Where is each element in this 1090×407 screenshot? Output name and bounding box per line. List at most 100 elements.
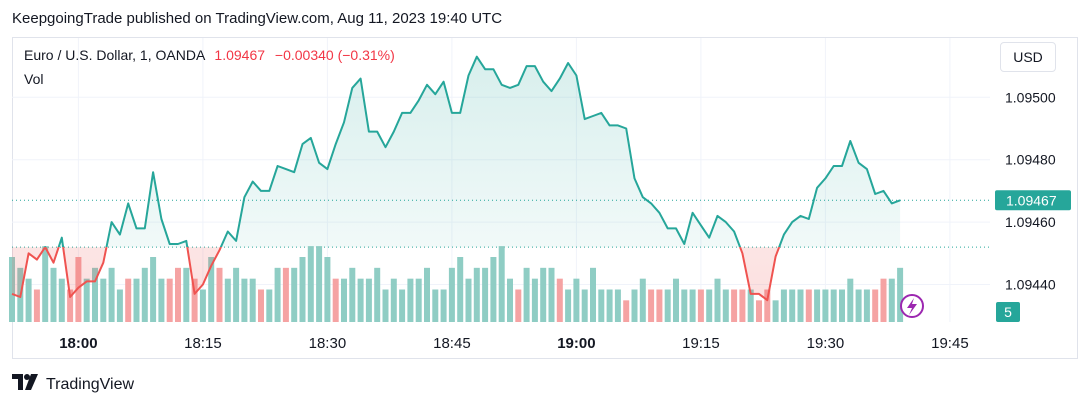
price-area: [12, 56, 901, 301]
volume-bar: [108, 267, 115, 322]
volume-bar: [789, 289, 796, 322]
volume-bar: [681, 289, 688, 322]
x-tick-label: 19:15: [682, 335, 720, 352]
volume-bar: [565, 289, 572, 322]
volume-bar: [490, 257, 497, 322]
volume-bar: [424, 267, 430, 322]
price-line: [11, 55, 901, 302]
volume-bar: [448, 267, 455, 322]
last-price-badge: 1.09467: [995, 190, 1071, 211]
volume-bar: [25, 278, 32, 322]
lightning-icon: [900, 294, 924, 318]
volume-bar: [175, 267, 181, 322]
volume-bar: [465, 278, 472, 322]
volume-bar: [814, 289, 821, 322]
price-change: −0.00340 (−0.31%): [274, 47, 395, 63]
volume-bar: [523, 267, 530, 322]
tradingview-logo-icon: [12, 374, 40, 395]
volume-bar: [365, 278, 372, 322]
chart-legend: Euro / U.S. Dollar, 1, OANDA 1.09467 −0.…: [24, 47, 395, 63]
volume-bar: [50, 267, 57, 322]
volume-bar: [382, 289, 389, 322]
currency-button[interactable]: USD: [1000, 42, 1056, 72]
x-tick-label: 19:00: [557, 335, 595, 352]
publication-header: KeepgoingTrade published on TradingView.…: [12, 10, 503, 27]
volume-bars: [9, 246, 904, 322]
volume-bar: [183, 267, 190, 322]
volume-bar: [100, 278, 107, 322]
volume-bar: [656, 289, 663, 322]
volume-bar: [332, 278, 339, 322]
volume-bar: [880, 278, 887, 322]
volume-bar: [150, 257, 157, 322]
volume-bar: [581, 289, 588, 322]
volume-bar: [58, 278, 65, 322]
volume-bar: [249, 278, 256, 322]
volume-bar: [324, 257, 331, 322]
volume-bar: [772, 300, 779, 322]
volume-bar: [374, 267, 381, 322]
volume-bar: [216, 267, 223, 322]
x-tick-label: 19:30: [807, 335, 845, 352]
volume-bar: [631, 289, 638, 322]
volume-bar: [548, 267, 555, 322]
volume-bar: [141, 267, 148, 322]
volume-bar: [440, 289, 447, 322]
volume-bar: [839, 289, 845, 322]
volume-bar: [357, 278, 364, 322]
volume-bar: [863, 289, 870, 322]
volume-bar: [747, 289, 754, 322]
volume-bar: [689, 289, 696, 322]
x-tick-label: 18:30: [309, 335, 347, 352]
volume-bar: [224, 278, 231, 322]
volume-bar: [67, 289, 74, 322]
volume-bar: [473, 267, 480, 322]
volume-bar: [590, 267, 596, 322]
volume-bar: [316, 246, 323, 322]
x-tick-label: 18:00: [59, 335, 97, 352]
volume-bar: [531, 278, 538, 322]
volume-bar: [457, 257, 464, 322]
y-tick-label: 1.09440: [1005, 277, 1056, 293]
area-above-baseline: [58, 56, 901, 248]
symbol-description: Euro / U.S. Dollar, 1, OANDA: [24, 47, 205, 63]
x-tick-label: 18:15: [184, 335, 222, 352]
volume-bar: [390, 278, 397, 322]
volume-bar: [133, 278, 140, 322]
volume-bar: [855, 289, 862, 322]
y-tick-label: 1.09460: [1005, 214, 1056, 230]
volume-bar: [606, 289, 613, 322]
volume-bar: [780, 289, 787, 322]
price-line-down: [11, 247, 781, 302]
volume-bar: [598, 289, 605, 322]
volume-bar: [756, 300, 762, 322]
volume-bar: [556, 278, 563, 322]
volume-bar: [399, 289, 406, 322]
markers: 1.09467 5: [900, 190, 1071, 322]
volume-bar: [614, 289, 621, 322]
volume-bar: [75, 257, 82, 322]
volume-bar: [830, 289, 837, 322]
volume-bar: [697, 289, 704, 322]
x-tick-label: 19:45: [931, 335, 969, 352]
volume-bar: [274, 267, 281, 322]
volume-bar: [847, 278, 854, 322]
footer: TradingView: [12, 374, 134, 395]
volume-bar: [722, 289, 729, 322]
volume-bar: [888, 278, 895, 322]
volume-bar: [208, 257, 215, 322]
volume-bar: [664, 289, 671, 322]
volume-bar: [507, 278, 513, 322]
volume-bar: [291, 267, 298, 322]
volume-bar: [872, 289, 879, 322]
y-tick-label: 1.09500: [1005, 89, 1056, 105]
volume-bar: [158, 278, 165, 322]
volume-bar: [822, 289, 829, 322]
volume-bar: [166, 278, 173, 322]
volume-bar: [92, 267, 98, 322]
volume-bar: [714, 278, 721, 322]
volume-bar: [33, 289, 40, 322]
volume-bar: [407, 278, 414, 322]
volume-bar: [764, 289, 771, 322]
